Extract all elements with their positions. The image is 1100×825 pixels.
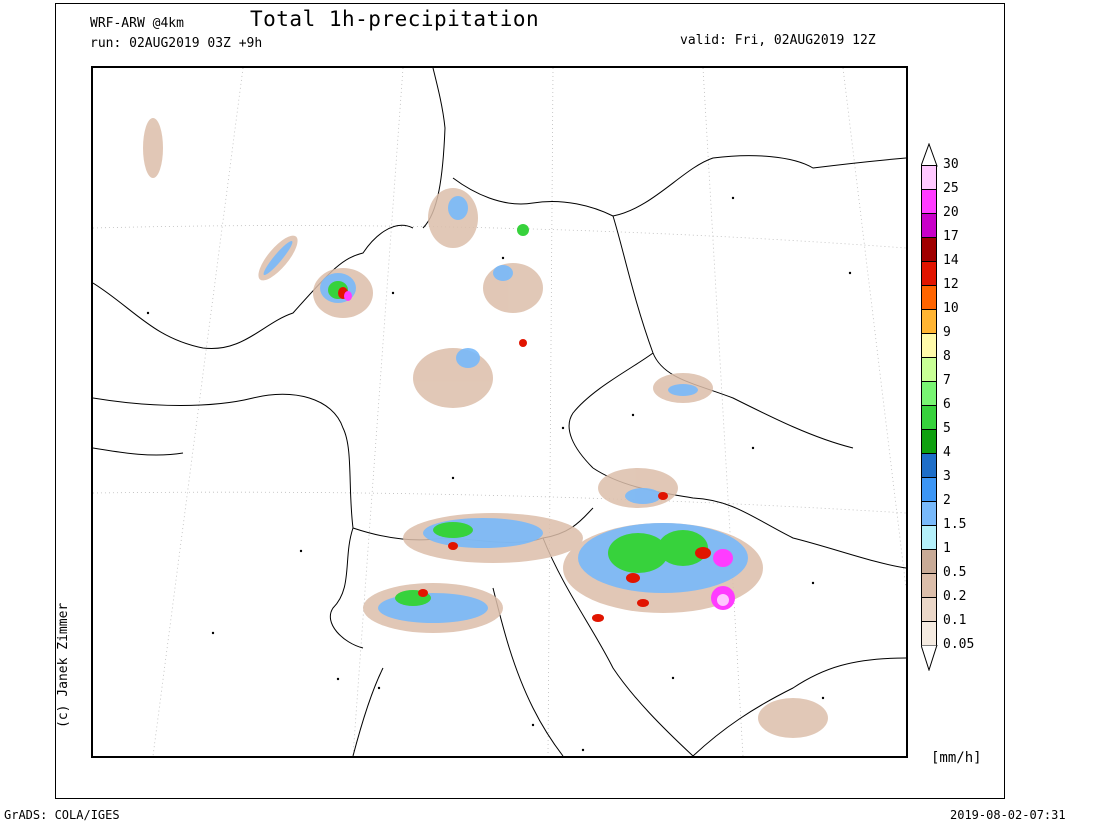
legend-color-box xyxy=(921,309,937,333)
precipitation-field xyxy=(143,118,828,738)
precipitation-map xyxy=(91,66,908,758)
legend-level-label: 3 xyxy=(943,469,951,484)
plot-frame xyxy=(55,3,1005,799)
legend-color-box xyxy=(921,549,937,573)
legend-color-box xyxy=(921,285,937,309)
run-label: run: 02AUG2019 03Z +9h xyxy=(90,36,263,51)
legend-color-box xyxy=(921,237,937,261)
legend-color-box xyxy=(921,453,937,477)
legend-level-label: 1 xyxy=(943,541,951,556)
legend-color-box xyxy=(921,429,937,453)
credit-label: (c) Janek Zimmer xyxy=(56,602,71,728)
legend-color-box xyxy=(921,477,937,501)
legend-color-box xyxy=(921,357,937,381)
legend-level-label: 7 xyxy=(943,373,951,388)
legend-level-label: 30 xyxy=(943,157,959,172)
legend-level-label: 0.5 xyxy=(943,565,967,580)
legend-level-label: 6 xyxy=(943,397,951,412)
valid-time-label: valid: Fri, 02AUG2019 12Z xyxy=(680,33,876,48)
legend-color-box xyxy=(921,597,937,621)
color-legend: 30 25 20 17 14 12 10 9 8 7 6 5 4 3 2 1.5 1 0.5 0.2 0.1 0.05 xyxy=(921,143,974,673)
legend-level-label: 20 xyxy=(943,205,959,220)
legend-level-label: 0.1 xyxy=(943,613,967,628)
legend-color-box xyxy=(921,213,937,237)
legend-level-label: 0.2 xyxy=(943,589,967,604)
legend-level-label: 9 xyxy=(943,325,951,340)
legend-level-label: 17 xyxy=(943,229,959,244)
legend-level-label: 5 xyxy=(943,421,951,436)
legend-color-box xyxy=(921,381,937,405)
legend-level-label: 0.05 xyxy=(943,637,975,652)
graticule xyxy=(93,68,906,756)
legend-unit-label: [mm/h] xyxy=(931,750,982,766)
legend-level-label: 25 xyxy=(943,181,959,196)
legend-level-label: 2 xyxy=(943,493,951,508)
legend-level-label: 10 xyxy=(943,301,959,316)
map-canvas xyxy=(93,68,906,756)
legend-color-box xyxy=(921,573,937,597)
legend-level-label: 12 xyxy=(943,277,959,292)
model-label: WRF-ARW @4km xyxy=(90,16,184,31)
legend-color-box xyxy=(921,261,937,285)
legend-top-arrow xyxy=(921,143,938,167)
legend-level-label: 1.5 xyxy=(943,517,967,532)
map-title: Total 1h-precipitation xyxy=(250,7,540,31)
legend-color-box xyxy=(921,501,937,525)
legend-color-box xyxy=(921,405,937,429)
legend-color-box xyxy=(921,525,937,549)
legend-bottom-arrow xyxy=(921,645,938,671)
legend-color-box xyxy=(921,189,937,213)
legend-color-box xyxy=(921,165,937,189)
software-label: GrADS: COLA/IGES xyxy=(4,808,120,822)
timestamp-label: 2019-08-02-07:31 xyxy=(950,808,1066,822)
borders xyxy=(93,68,906,756)
legend-level-label: 4 xyxy=(943,445,951,460)
city-markers xyxy=(146,196,852,752)
legend-level-label: 14 xyxy=(943,253,959,268)
legend-color-box xyxy=(921,621,937,645)
legend-color-box xyxy=(921,333,937,357)
legend-level-label: 8 xyxy=(943,349,951,364)
